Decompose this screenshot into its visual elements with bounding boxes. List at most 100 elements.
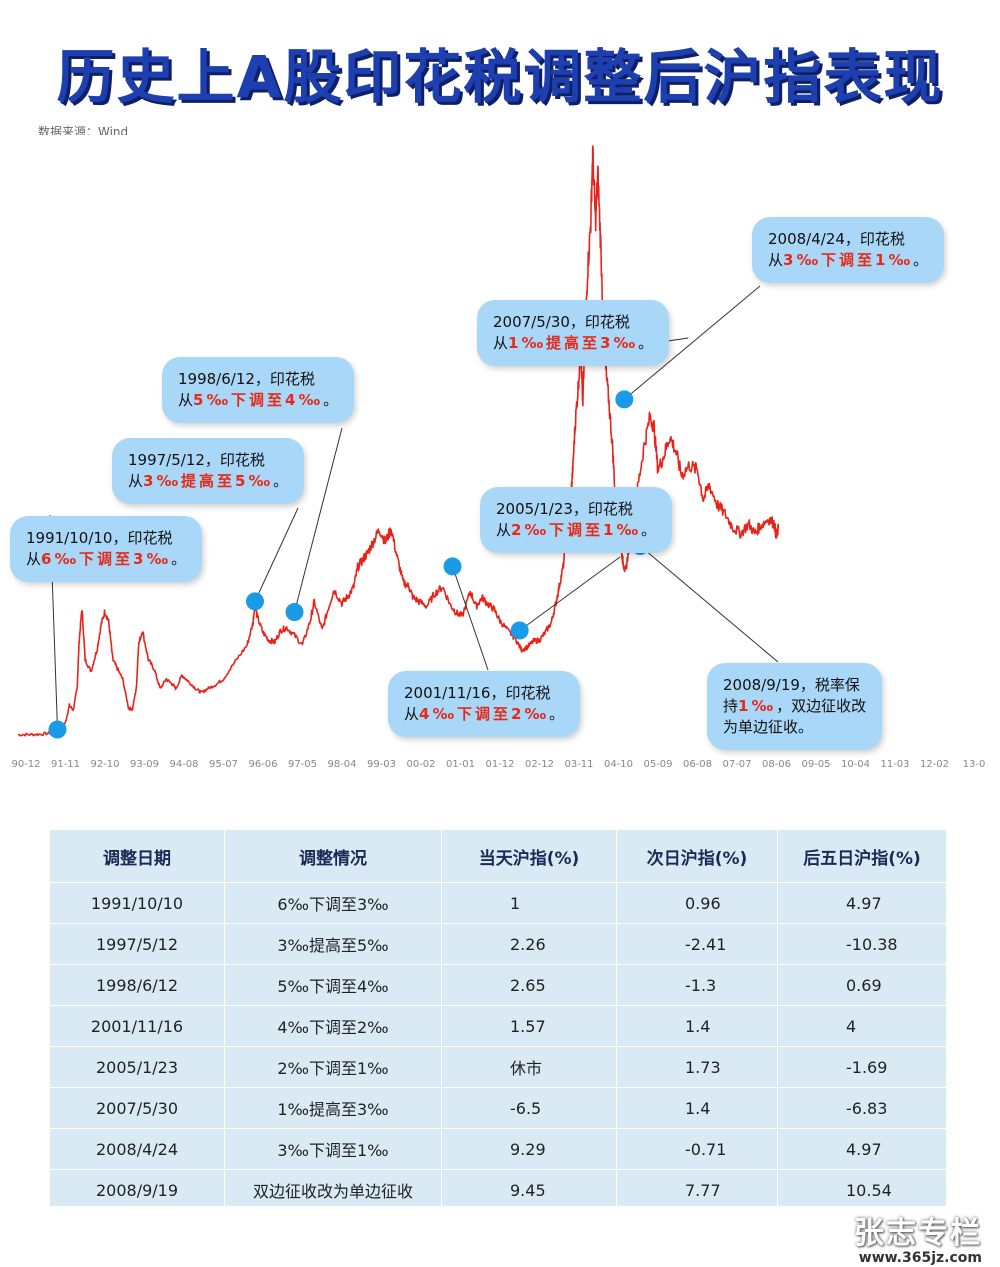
table-row: 2007/5/30 1‰提高至3‰ -6.5 1.4 -6.83 (50, 1087, 946, 1129)
watermark-url: www.365jz.com (858, 1250, 982, 1266)
event-callout: 2008/9/19，税率保 持1‰，双边征收改 为单边征收。 (707, 663, 883, 750)
callout-rate-change: 2‰下调至1‰ (511, 521, 642, 539)
cell-next-day: 1.4 (616, 1005, 778, 1047)
cell-five-day: -10.38 (777, 923, 946, 965)
cell-five-day: 4 (777, 1005, 946, 1047)
x-tick-label: 95-07 (209, 759, 238, 770)
cell-next-day: 1.73 (616, 1046, 778, 1088)
cell-desc: 3‰提高至5‰ (224, 923, 442, 965)
cell-five-day: 0.69 (777, 964, 946, 1006)
table-row: 2008/4/24 3‰下调至1‰ 9.29 -0.71 4.97 (50, 1128, 946, 1170)
callout-rate-change: 4‰下调至2‰ (419, 705, 550, 723)
callout-suffix: 。 (323, 391, 339, 409)
table-row: 1997/5/12 3‰提高至5‰ 2.26 -2.41 -10.38 (50, 923, 946, 965)
callout-connector (294, 427, 343, 613)
event-callout: 2001/11/16，印花税 从4‰下调至2‰。 (388, 671, 581, 737)
table-row: 1991/10/10 6‰下调至3‰ 1 0.96 4.97 (50, 882, 946, 924)
callout-line1: 1998/6/12，印花税 (178, 370, 315, 388)
x-tick-label: 10-04 (841, 759, 870, 770)
event-callout: 1991/10/10，印花税 从6‰下调至3‰。 (10, 516, 203, 582)
table-row: 2008/9/19 双边征收改为单边征收 9.45 7.77 10.54 (50, 1169, 946, 1211)
cell-five-day: 4.97 (777, 1128, 946, 1170)
callout-line1: 1997/5/12，印花税 (128, 451, 265, 469)
x-tick-label: 09-05 (801, 759, 830, 770)
callout-prefix: 从 (493, 334, 509, 352)
cell-date: 1997/5/12 (50, 923, 225, 965)
callout-prefix: 从 (404, 705, 420, 723)
callout-connector (639, 545, 779, 663)
callout-suffix: 。 (913, 251, 929, 269)
event-callout: 2005/1/23，印花税 从2‰下调至1‰。 (480, 487, 673, 553)
event-marker-dot (510, 621, 529, 640)
x-tick-label: 01-01 (446, 759, 475, 770)
x-tick-label: 92-10 (90, 759, 119, 770)
x-tick-label: 01-12 (485, 759, 514, 770)
callout-prefix: 从 (128, 472, 144, 490)
cell-date: 2008/9/19 (50, 1169, 225, 1211)
cell-next-day: -2.41 (616, 923, 778, 965)
x-tick-label: 96-06 (248, 759, 277, 770)
cell-same-day: 1.57 (441, 1005, 617, 1047)
callout-suffix: 。 (549, 705, 565, 723)
cell-date: 2005/1/23 (50, 1046, 225, 1088)
callout-line2: 从3‰提高至5‰。 (128, 471, 288, 492)
callout-line2: 从3‰下调至1‰。 (768, 250, 928, 271)
page-title: 历史上A股印花税调整后沪指表现 (56, 43, 944, 111)
event-marker-dot (285, 603, 304, 622)
callout-prefix: 从 (496, 521, 512, 539)
cell-desc: 1‰提高至3‰ (224, 1087, 442, 1129)
cell-same-day: 2.65 (441, 964, 617, 1006)
cell-same-day: 9.45 (441, 1169, 617, 1211)
cell-five-day: -6.83 (777, 1087, 946, 1129)
adjustment-table: 调整日期 调整情况 当天沪指(%) 次日沪指(%) 后五日沪指(%) 1991/… (50, 830, 946, 1211)
callout-line1: 2007/5/30，印花税 (493, 313, 630, 331)
x-tick-label: 90-12 (11, 759, 40, 770)
header-desc: 调整情况 (224, 830, 442, 883)
watermark-title: 张志专栏 (854, 1216, 982, 1251)
callout-line2: 从5‰下调至4‰。 (178, 390, 338, 411)
callout-rate-change: 6‰下调至3‰ (41, 550, 172, 568)
cell-desc: 5‰下调至4‰ (224, 964, 442, 1006)
callout-suffix: 。 (171, 550, 187, 568)
x-tick-label: 07-07 (722, 759, 751, 770)
event-callout: 2007/5/30，印花税 从1‰提高至3‰。 (477, 300, 670, 366)
event-marker-dot (246, 592, 264, 611)
callout-suffix: 。 (638, 334, 654, 352)
x-tick-label: 94-08 (169, 759, 198, 770)
x-tick-label: 03-11 (564, 759, 593, 770)
cell-five-day: 10.54 (777, 1169, 946, 1211)
x-tick-label: 04-10 (604, 759, 633, 770)
cell-five-day: 4.97 (777, 882, 946, 924)
event-marker-dot (48, 720, 67, 739)
x-tick-label: 91-11 (51, 759, 80, 770)
cell-desc: 双边征收改为单边征收 (224, 1169, 442, 1211)
callout-connector (254, 507, 299, 602)
callout-rate-change: 1‰ (738, 697, 777, 715)
callout-line2: 从6‰下调至3‰。 (26, 549, 186, 570)
cell-next-day: -1.3 (616, 964, 778, 1006)
callout-line2: 从2‰下调至1‰。 (496, 520, 656, 541)
cell-desc: 2‰下调至1‰ (224, 1046, 442, 1088)
callout-line3: 为单边征收。 (723, 718, 814, 736)
callout-prefix: 从 (178, 391, 194, 409)
callout-line2: 持1‰，双边征收改 (723, 696, 866, 717)
callout-rate-change: 5‰下调至4‰ (193, 391, 324, 409)
callout-suffix: 。 (641, 521, 657, 539)
cell-date: 2001/11/16 (50, 1005, 225, 1047)
callout-prefix: 持 (723, 697, 739, 715)
cell-date: 1991/10/10 (50, 882, 225, 924)
x-tick-label: 05-09 (643, 759, 672, 770)
event-callout: 2008/4/24，印花税 从3‰下调至1‰。 (752, 217, 945, 283)
event-marker-dot (615, 390, 634, 409)
cell-date: 1998/6/12 (50, 964, 225, 1006)
cell-desc: 4‰下调至2‰ (224, 1005, 442, 1047)
callout-prefix: 从 (768, 251, 784, 269)
callout-line1: 1991/10/10，印花税 (26, 529, 173, 547)
header-same-day: 当天沪指(%) (441, 830, 617, 883)
cell-same-day: 休市 (441, 1046, 617, 1088)
header-five-day: 后五日沪指(%) (777, 830, 946, 883)
header-next-day: 次日沪指(%) (616, 830, 778, 883)
callout-line1: 2005/1/23，印花税 (496, 500, 633, 518)
x-tick-label: 08-06 (762, 759, 791, 770)
table-row: 2005/1/23 2‰下调至1‰ 休市 1.73 -1.69 (50, 1046, 946, 1088)
